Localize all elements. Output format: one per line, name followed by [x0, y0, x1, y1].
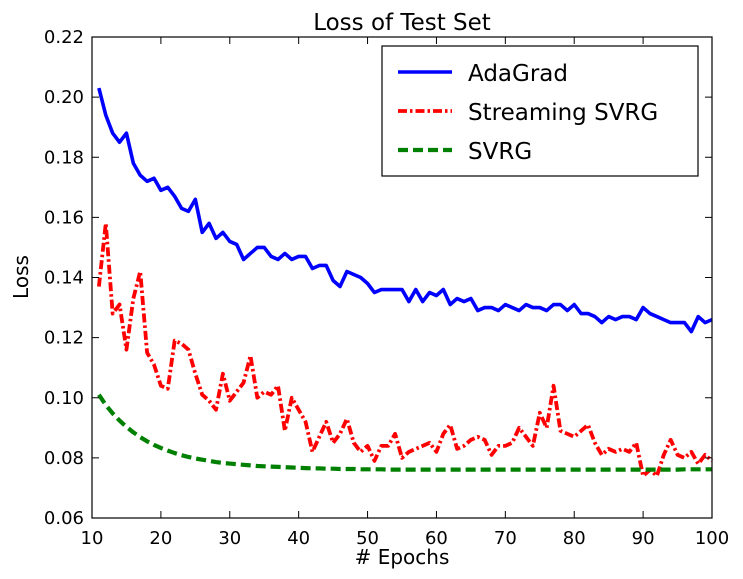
plot-area — [97, 87, 714, 478]
y-tick-label: 0.20 — [44, 87, 84, 108]
series-line-svrg — [97, 393, 712, 472]
plot-frame — [91, 36, 713, 519]
chart-title: Loss of Test Set — [313, 10, 491, 36]
x-tick-label: 50 — [356, 528, 379, 549]
x-tick-label: 10 — [81, 528, 104, 549]
x-axis-label: # Epochs — [355, 545, 450, 569]
y-tick-label: 0.06 — [44, 508, 84, 529]
x-tick-label: 90 — [632, 528, 655, 549]
x-tick-label: 80 — [563, 528, 586, 549]
y-tick-label: 0.16 — [44, 207, 84, 228]
y-tick-label: 0.12 — [44, 328, 84, 349]
x-tick-label: 20 — [149, 528, 172, 549]
x-tick-label: 70 — [494, 528, 517, 549]
legend-label-svrg: SVRG — [468, 139, 532, 165]
y-axis-label: Loss — [9, 255, 33, 299]
legend: AdaGrad Streaming SVRG SVRG — [381, 45, 699, 177]
x-tick-label: 30 — [218, 528, 241, 549]
series-line-streaming-svrg — [97, 221, 714, 478]
x-tick-label: 60 — [425, 528, 448, 549]
y-tick-label: 0.14 — [44, 268, 84, 289]
x-tick-label: 100 — [695, 528, 729, 549]
y-tick-label: 0.18 — [44, 147, 84, 168]
axis-ticks: 10 20 30 40 50 60 70 80 90 100 0.06 0.08 0.10 0.12 0.1… — [44, 27, 729, 549]
y-tick-label: 0.22 — [44, 27, 84, 48]
y-tick-label: 0.10 — [44, 388, 84, 409]
y-tick-label: 0.08 — [44, 448, 84, 469]
legend-label-streaming-svrg: Streaming SVRG — [468, 100, 658, 126]
x-tick-label: 40 — [287, 528, 310, 549]
series-line-adagrad — [97, 87, 713, 334]
legend-label-adagrad: AdaGrad — [468, 61, 568, 87]
